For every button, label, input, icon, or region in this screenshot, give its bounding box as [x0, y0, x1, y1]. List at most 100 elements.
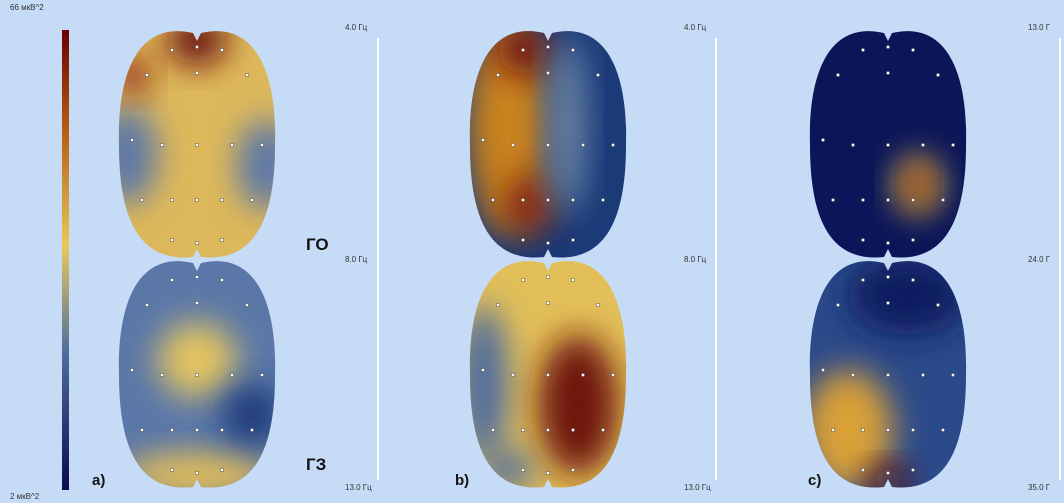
electrode [887, 302, 890, 305]
electrode [887, 276, 890, 279]
electrode [196, 374, 199, 377]
electrode [572, 279, 575, 282]
electrode [922, 374, 925, 377]
electrode [231, 374, 234, 377]
electrode [547, 302, 550, 305]
panel-label: a) [92, 472, 105, 489]
electrode [822, 139, 825, 142]
scale-label: 13.0 Гц [345, 483, 372, 492]
electrode [572, 469, 575, 472]
map-region [122, 453, 272, 497]
electrode [912, 469, 915, 472]
scale-label: 13.0 Г [1028, 23, 1051, 32]
electrode [862, 429, 865, 432]
electrode [832, 429, 835, 432]
electrode [246, 74, 249, 77]
electrode [171, 469, 174, 472]
map-region [906, 167, 930, 203]
scale-label: 8.0 Гц [345, 255, 368, 264]
electrode [251, 429, 254, 432]
electrode [547, 429, 550, 432]
map-region [114, 57, 150, 93]
electrode [196, 72, 199, 75]
electrode [612, 144, 615, 147]
electrode [131, 139, 134, 142]
electrode [141, 429, 144, 432]
electrode [512, 374, 515, 377]
electrode [482, 139, 485, 142]
electrode [522, 429, 525, 432]
electrode [952, 144, 955, 147]
scale-label: 24.0 Г [1028, 255, 1051, 264]
map-region [167, 15, 227, 65]
electrode [887, 72, 890, 75]
colorbar-min: 2 мкВ^2 [10, 492, 40, 501]
electrode [912, 429, 915, 432]
electrode [522, 469, 525, 472]
colorbar [62, 30, 69, 490]
electrode [612, 374, 615, 377]
electrode [852, 374, 855, 377]
scale-label: 4.0 Гц [684, 23, 707, 32]
map-region [868, 465, 908, 495]
electrode [221, 469, 224, 472]
panel-label: c) [808, 472, 821, 489]
map-region [550, 35, 586, 215]
electrode [171, 49, 174, 52]
electrode [862, 49, 865, 52]
electrode [547, 472, 550, 475]
electrode [246, 304, 249, 307]
electrode [196, 302, 199, 305]
map-region [97, 105, 157, 205]
electrode [141, 199, 144, 202]
electrode [942, 199, 945, 202]
electrode [832, 199, 835, 202]
electrode [887, 46, 890, 49]
figure: 66 мкВ^2 2 мкВ^2 ГО ГЗ 4.0 Гц8.0 Гц13.0 … [0, 0, 1064, 503]
electrode [261, 144, 264, 147]
electrode [547, 72, 550, 75]
electrode [146, 304, 149, 307]
scale-label: 4.0 Гц [345, 23, 368, 32]
electrode [171, 279, 174, 282]
electrode [852, 144, 855, 147]
scale-label: 8.0 Гц [684, 255, 707, 264]
electrode [512, 144, 515, 147]
electrode [196, 429, 199, 432]
electrode [221, 239, 224, 242]
electrode [952, 374, 955, 377]
electrode [837, 74, 840, 77]
electrode [922, 144, 925, 147]
colorbar-max: 66 мкВ^2 [10, 3, 44, 12]
electrode [261, 374, 264, 377]
electrode [492, 199, 495, 202]
panel-label: b) [455, 472, 469, 489]
electrode [572, 429, 575, 432]
electrode [131, 369, 134, 372]
scale-label: 35.0 Г [1028, 483, 1051, 492]
electrode [887, 374, 890, 377]
electrode [862, 199, 865, 202]
electrode [862, 239, 865, 242]
electrode [597, 304, 600, 307]
electrode [251, 199, 254, 202]
electrode [937, 74, 940, 77]
electrode [887, 144, 890, 147]
electrode [221, 49, 224, 52]
electrode [161, 374, 164, 377]
electrode [582, 374, 585, 377]
electrode [597, 74, 600, 77]
electrode [912, 199, 915, 202]
electrode [547, 276, 550, 279]
electrode [887, 199, 890, 202]
electrode [221, 279, 224, 282]
electrode [196, 144, 199, 147]
electrode [862, 279, 865, 282]
map-region [237, 120, 297, 210]
electrode [146, 74, 149, 77]
electrode [171, 199, 174, 202]
electrode [547, 46, 550, 49]
map-region [483, 450, 533, 490]
electrode [482, 369, 485, 372]
electrode [602, 429, 605, 432]
